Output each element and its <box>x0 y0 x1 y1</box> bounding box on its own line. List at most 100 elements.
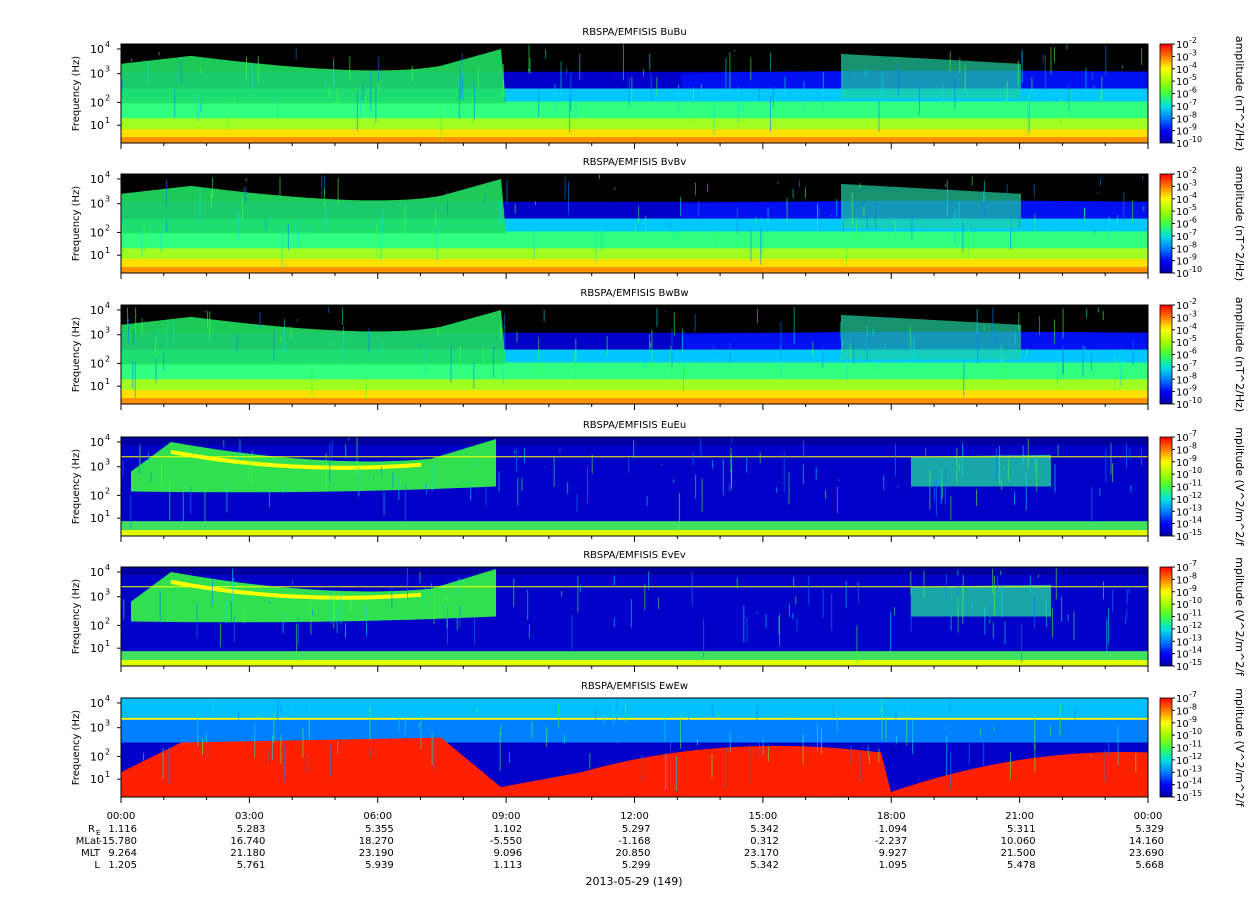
y-tick-label: 10 <box>90 436 104 449</box>
colorbar-tick-label: 10 <box>1176 40 1189 51</box>
colorbar-tick-label: 10 <box>1176 52 1189 63</box>
y-tick-label: 10 <box>90 773 104 786</box>
colorbar-tick-exponent: -10 <box>1189 265 1202 274</box>
spectrogram-plot <box>121 698 1148 797</box>
colorbar-tick-label: 10 <box>1176 313 1189 324</box>
y-tick-exponent: 1 <box>105 770 110 779</box>
colorbar-tick-label: 10 <box>1176 139 1189 150</box>
colorbar-tick-label: 10 <box>1176 90 1189 101</box>
colorbar-tick-exponent: -10 <box>1189 466 1202 475</box>
y-tick-exponent: 3 <box>105 326 110 335</box>
colorbar-tick-label: 10 <box>1176 170 1189 181</box>
time-tick-label: 18:00 <box>877 811 906 822</box>
colorbar-tick-exponent: -7 <box>1189 559 1197 568</box>
ephemeris-value: 9.927 <box>879 848 908 859</box>
colorbar-tick-label: 10 <box>1176 195 1189 206</box>
ephemeris-value: 23.170 <box>744 848 779 859</box>
colorbar-tick-exponent: -9 <box>1189 253 1197 262</box>
ephemeris-value: 5.342 <box>750 824 779 835</box>
colorbar-tick-label: 10 <box>1176 338 1189 349</box>
colorbar-tick-label: 10 <box>1176 793 1189 804</box>
y-axis-label: Frequency (Hz) <box>71 710 82 786</box>
colorbar-tick-label: 10 <box>1176 220 1189 231</box>
colorbar-tick-exponent: -8 <box>1189 240 1197 249</box>
y-tick-label: 10 <box>90 566 104 579</box>
ephemeris-value: 5.478 <box>1007 860 1036 871</box>
ephemeris-row-label: MLT <box>81 848 101 859</box>
colorbar-tick-exponent: -8 <box>1189 571 1197 580</box>
spectrogram-plot <box>121 567 1148 666</box>
colorbar-tick-label: 10 <box>1176 600 1189 611</box>
ephemeris-value: 5.311 <box>1007 824 1036 835</box>
colorbar-tick-label: 10 <box>1176 706 1189 717</box>
y-tick-exponent: 3 <box>105 65 110 74</box>
colorbar-tick-exponent: -8 <box>1189 110 1197 119</box>
y-tick-label: 10 <box>90 249 104 262</box>
colorbar-tick-label: 10 <box>1176 470 1189 481</box>
colorbar-tick-exponent: -13 <box>1189 764 1202 773</box>
colorbar-tick-exponent: -2 <box>1189 166 1197 175</box>
colorbar-tick-exponent: -10 <box>1189 596 1202 605</box>
y-tick-label: 10 <box>90 461 104 474</box>
y-tick-exponent: 3 <box>105 458 110 467</box>
ephemeris-row-label: MLat <box>76 836 100 847</box>
colorbar-tick-label: 10 <box>1176 483 1189 494</box>
colorbar-label: mplitude (V^2/m^2/f <box>1233 427 1246 547</box>
colorbar-tick-exponent: -14 <box>1189 777 1202 786</box>
panel-title: RBSPA/EMFISIS BwBw <box>580 288 688 299</box>
colorbar-tick-label: 10 <box>1176 694 1189 705</box>
y-axis-label: Frequency (Hz) <box>71 186 82 262</box>
colorbar-tick-exponent: -7 <box>1189 690 1197 699</box>
colorbar-tick-exponent: -7 <box>1189 359 1197 368</box>
time-tick-label: 03:00 <box>235 811 264 822</box>
colorbar-tick-exponent: -5 <box>1189 203 1197 212</box>
colorbar-tick-label: 10 <box>1176 756 1189 767</box>
ephemeris-value: 14.160 <box>1129 836 1164 847</box>
colorbar-tick-exponent: -13 <box>1189 633 1202 642</box>
ephemeris-value: 5.283 <box>237 824 266 835</box>
colorbar-label: mplitude (V^2/m^2/f <box>1233 688 1246 808</box>
time-tick-label: 15:00 <box>748 811 777 822</box>
time-axis: 00:00 03:00 06:00 09:00 12:00 15:00 18:00 21:00… <box>107 811 1163 822</box>
colorbar-tick-label: 10 <box>1176 637 1189 648</box>
colorbar-tick-label: 10 <box>1176 301 1189 312</box>
ephemeris-value: 1.094 <box>879 824 908 835</box>
y-tick-label: 10 <box>90 619 104 632</box>
colorbar-tick-label: 10 <box>1176 588 1189 599</box>
colorbar-tick-exponent: -10 <box>1189 727 1202 736</box>
y-tick-label: 10 <box>90 119 104 132</box>
spectrogram-plot <box>121 437 1148 536</box>
colorbar-tick-label: 10 <box>1176 719 1189 730</box>
ephemeris-value: 23.190 <box>359 848 394 859</box>
ephemeris-value: 1.102 <box>493 824 522 835</box>
ephemeris-value: 1.113 <box>493 860 522 871</box>
time-tick-label: 21:00 <box>1005 811 1034 822</box>
y-tick-exponent: 2 <box>105 747 110 756</box>
y-tick-label: 10 <box>90 380 104 393</box>
colorbar-label: mplitude (V^2/m^2/f <box>1233 557 1246 677</box>
colorbar-tick-label: 10 <box>1176 182 1189 193</box>
colorbar-tick-exponent: -8 <box>1189 441 1197 450</box>
colorbar-tick-exponent: -8 <box>1189 702 1197 711</box>
ephemeris-value: 5.297 <box>622 824 651 835</box>
colorbar-label: amplitude (nT^2/Hz) <box>1233 297 1246 412</box>
ephemeris-value: 5.761 <box>237 860 266 871</box>
y-tick-exponent: 1 <box>105 116 110 125</box>
colorbar-tick-exponent: -5 <box>1189 73 1197 82</box>
y-tick-label: 10 <box>90 357 104 370</box>
colorbar-tick-label: 10 <box>1176 363 1189 374</box>
colorbar-tick-label: 10 <box>1176 65 1189 76</box>
colorbar-tick-exponent: -11 <box>1189 479 1202 488</box>
colorbar-tick-exponent: -14 <box>1189 646 1202 655</box>
ephemeris-value: 10.060 <box>1001 836 1036 847</box>
ephemeris-value: 1.095 <box>879 860 908 871</box>
y-tick-exponent: 3 <box>105 195 110 204</box>
colorbar-tick-exponent: -3 <box>1189 309 1197 318</box>
colorbar-tick-exponent: -9 <box>1189 715 1197 724</box>
colorbar-tick-exponent: -2 <box>1189 297 1197 306</box>
y-tick-exponent: 4 <box>105 433 110 442</box>
ephemeris-row-label: L <box>94 860 100 871</box>
panel-title: RBSPA/EMFISIS EvEv <box>583 550 686 561</box>
